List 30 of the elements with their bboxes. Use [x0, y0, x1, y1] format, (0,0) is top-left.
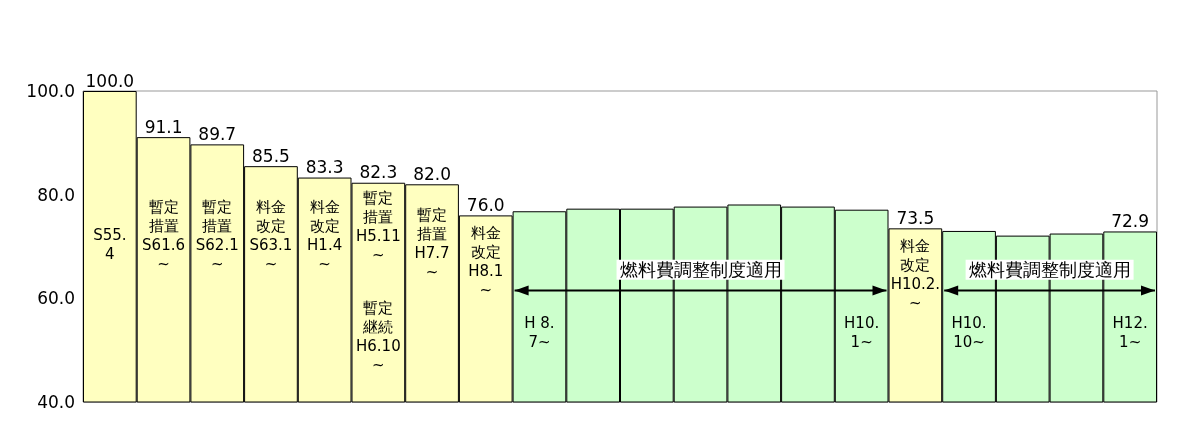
y-tick-label: 80.0 [37, 184, 75, 205]
data-label: 82.3 [359, 162, 398, 183]
y-tick-label: 100.0 [26, 81, 75, 101]
annotation: 料金改定 H8.1 ~ [468, 223, 504, 299]
data-label: 82.0 [413, 163, 451, 184]
data-label: 100.0 [85, 70, 135, 91]
annotation: 料金改定 H10.2. ~ [890, 236, 941, 312]
data-label: 89.7 [198, 123, 237, 144]
data-label: 76.0 [466, 194, 505, 215]
annotation: 燃料費調整制度適用 [619, 259, 782, 281]
data-label: 73.5 [896, 207, 935, 228]
data-label: 83.3 [305, 157, 344, 178]
annotation: H 8. 7~ [524, 314, 555, 352]
y-tick-label: 40.0 [37, 392, 75, 412]
annotation: 暫定措置 H7.7 ~ [414, 205, 450, 281]
annotation: 燃料費調整制度適用 [968, 259, 1131, 281]
annotation: 暫定継続 H6.10 ~ [356, 298, 401, 374]
annotation: S55. 4 [93, 226, 127, 264]
annotation: 暫定措置 H5.11 ~ [356, 188, 401, 264]
annotation: 料金改定 H1.4 ~ [307, 197, 343, 273]
annotation: 料金改定 S63.1 ~ [249, 197, 293, 273]
annotation: H12. 1~ [1112, 314, 1148, 352]
annotation: H10. 1~ [844, 314, 880, 352]
annotation: H10. 10~ [951, 314, 987, 352]
data-label: 91.1 [144, 116, 183, 137]
data-label: 85.5 [252, 145, 290, 166]
data-label: 72.9 [1111, 210, 1150, 231]
annotation: 暫定措置 S61.6 ~ [142, 197, 186, 273]
y-tick-label: 60.0 [37, 288, 75, 309]
annotation: 暫定措置 S62.1 ~ [195, 197, 239, 273]
